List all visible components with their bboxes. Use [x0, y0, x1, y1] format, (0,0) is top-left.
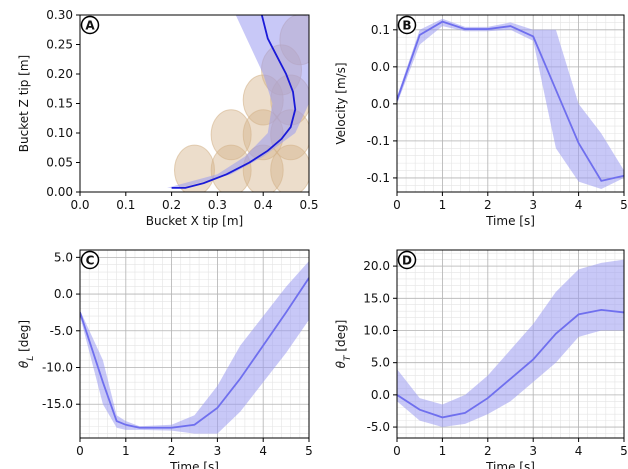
panel-letter: A — [85, 19, 95, 33]
x-tick-label: 5 — [620, 198, 628, 212]
y-tick-label: 0.15 — [46, 97, 73, 111]
series-line — [171, 15, 297, 189]
series-line — [80, 277, 309, 429]
y-tick-label: 0.00 — [46, 185, 73, 199]
y-tick-label: 0.25 — [46, 38, 73, 52]
y-tick-label: 0.0 — [371, 60, 390, 74]
y-tick-label: 5.0 — [54, 250, 73, 264]
y-tick-label: -5.0 — [50, 324, 73, 338]
x-tick-label: 4 — [575, 198, 583, 212]
plot-area — [397, 250, 624, 438]
y-tick-label: 10.0 — [363, 323, 390, 337]
x-tick-label: 0.1 — [116, 198, 135, 212]
x-axis-label: Bucket X tip [m] — [146, 214, 243, 228]
x-tick-label: 2 — [168, 444, 176, 458]
y-axis-label: Bucket Z tip [m] — [17, 55, 31, 152]
y-axis-label-part: L — [26, 356, 36, 361]
panel-letter: B — [402, 19, 411, 33]
plot-area — [80, 250, 309, 438]
y-tick-label: 0.30 — [46, 8, 73, 22]
y-axis-label-part: θ — [334, 360, 348, 368]
axes-frame — [396, 249, 625, 439]
panel: 0 1 2 3 4 5 5.0 0.0 -5.0 -10.0 -15.0 Time [s] θL [de… — [17, 249, 313, 469]
x-tick-label: 0.4 — [254, 198, 273, 212]
plot-area — [167, 15, 309, 192]
y-tick-label: -5.0 — [367, 420, 390, 434]
x-tick-label: 1 — [122, 444, 130, 458]
uncertainty-band — [397, 259, 624, 428]
y-tick-label: -15.0 — [42, 397, 73, 411]
x-axis-label: Time [s] — [485, 214, 535, 228]
x-tick-label: 5 — [620, 444, 628, 458]
x-tick-label: 0.3 — [208, 198, 227, 212]
y-tick-label: 5.0 — [371, 356, 390, 370]
panel: 0 1 2 3 4 5 0.1 0.0 0.0 -0.1 -0.1 Time [s] Velocity … — [334, 14, 628, 228]
y-axis-label-part: θ — [17, 360, 31, 368]
x-tick-label: 1 — [439, 198, 447, 212]
y-tick-label: 0.10 — [46, 126, 73, 140]
y-tick-label: 20.0 — [363, 259, 390, 273]
uncertainty-band — [80, 261, 309, 434]
x-tick-label: 3 — [529, 198, 537, 212]
y-tick-label: 0.20 — [46, 67, 73, 81]
footprint — [210, 109, 252, 161]
plot-area — [397, 15, 624, 192]
series-line — [397, 20, 624, 182]
x-tick-label: 5 — [305, 444, 313, 458]
y-axis-label-part: T — [343, 354, 353, 361]
panel-badge — [397, 250, 417, 270]
y-tick-label: -0.1 — [367, 171, 390, 185]
y-tick-label: 0.0 — [54, 287, 73, 301]
x-tick-label: 4 — [575, 444, 583, 458]
x-tick-label: 3 — [214, 444, 222, 458]
panel-badge — [397, 15, 417, 35]
x-tick-label: 3 — [529, 444, 537, 458]
x-tick-label: 2 — [484, 444, 492, 458]
y-axis-label: θL [deg] — [17, 320, 36, 368]
uncertainty-band — [397, 18, 624, 190]
panel-letter: D — [402, 254, 412, 268]
x-tick-label: 1 — [439, 444, 447, 458]
y-axis-label: Velocity [m/s] — [334, 62, 348, 144]
x-tick-label: 0 — [76, 444, 84, 458]
y-tick-label: 0.05 — [46, 156, 73, 170]
y-tick-label: -10.0 — [42, 361, 73, 375]
panel-badge — [80, 250, 100, 270]
x-axis-label: Time [s] — [485, 460, 535, 469]
x-tick-label: 0 — [393, 198, 401, 212]
x-tick-label: 0.0 — [70, 198, 89, 212]
y-tick-label: 0.1 — [371, 23, 390, 37]
y-axis-label-part: [deg] — [17, 320, 31, 356]
y-tick-label: 15.0 — [363, 291, 390, 305]
panel: 0 1 2 3 4 5 20.0 15.0 10.0 5.0 0.0 -5.0 Time [s] θT [… — [334, 249, 628, 469]
x-axis-label: Time [s] — [169, 460, 219, 469]
y-tick-label: 0.0 — [371, 97, 390, 111]
x-tick-label: 0 — [393, 444, 401, 458]
x-tick-label: 2 — [484, 198, 492, 212]
axes-frame — [79, 249, 310, 439]
x-tick-label: 0.2 — [162, 198, 181, 212]
panel: 0.0 0.1 0.2 0.3 0.4 0.5 0.00 0.05 0.10 0.15 0.20 0.… — [17, 8, 319, 228]
y-axis-label-part: [deg] — [334, 320, 348, 356]
y-axis-label: θT [deg] — [334, 320, 353, 369]
y-tick-label: 0.0 — [371, 388, 390, 402]
y-tick-label: -0.1 — [367, 134, 390, 148]
panel-letter: C — [86, 254, 95, 268]
series-line — [397, 308, 624, 419]
x-tick-label: 4 — [259, 444, 267, 458]
x-tick-label: 0.5 — [299, 198, 318, 212]
panel-badge — [80, 15, 100, 35]
